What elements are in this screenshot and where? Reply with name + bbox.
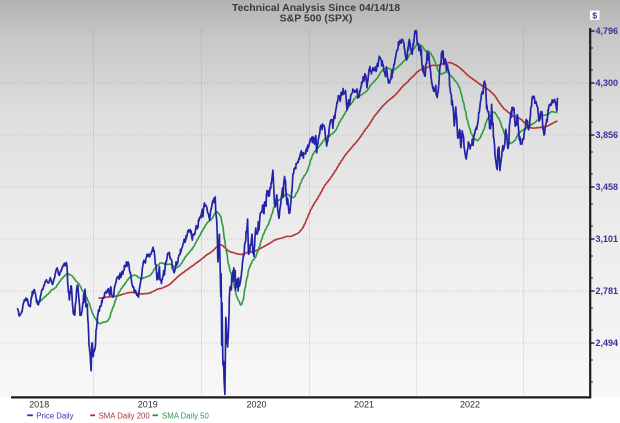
svg-text:2019: 2019 (138, 400, 158, 410)
svg-text:4,300: 4,300 (596, 78, 619, 88)
svg-text:2020: 2020 (246, 400, 266, 410)
svg-text:S&P 500 (SPX): S&P 500 (SPX) (280, 13, 353, 25)
svg-text:3,101: 3,101 (596, 234, 619, 244)
svg-text:2,494: 2,494 (596, 338, 619, 348)
svg-text:2,781: 2,781 (596, 286, 619, 296)
svg-text:Price Daily: Price Daily (36, 412, 73, 421)
svg-text:3,856: 3,856 (596, 130, 619, 140)
svg-text:2021: 2021 (354, 400, 374, 410)
svg-text:3,458: 3,458 (596, 182, 619, 192)
svg-text:2022: 2022 (460, 400, 480, 410)
svg-text:SMA Daily 50: SMA Daily 50 (162, 412, 209, 421)
svg-text:SMA Daily 200: SMA Daily 200 (99, 412, 151, 421)
svg-text:$: $ (592, 11, 597, 21)
svg-text:4,796: 4,796 (596, 26, 619, 36)
svg-text:2018: 2018 (29, 400, 49, 410)
svg-text:Technical Analysis Since 04/14: Technical Analysis Since 04/14/18 (232, 2, 400, 14)
